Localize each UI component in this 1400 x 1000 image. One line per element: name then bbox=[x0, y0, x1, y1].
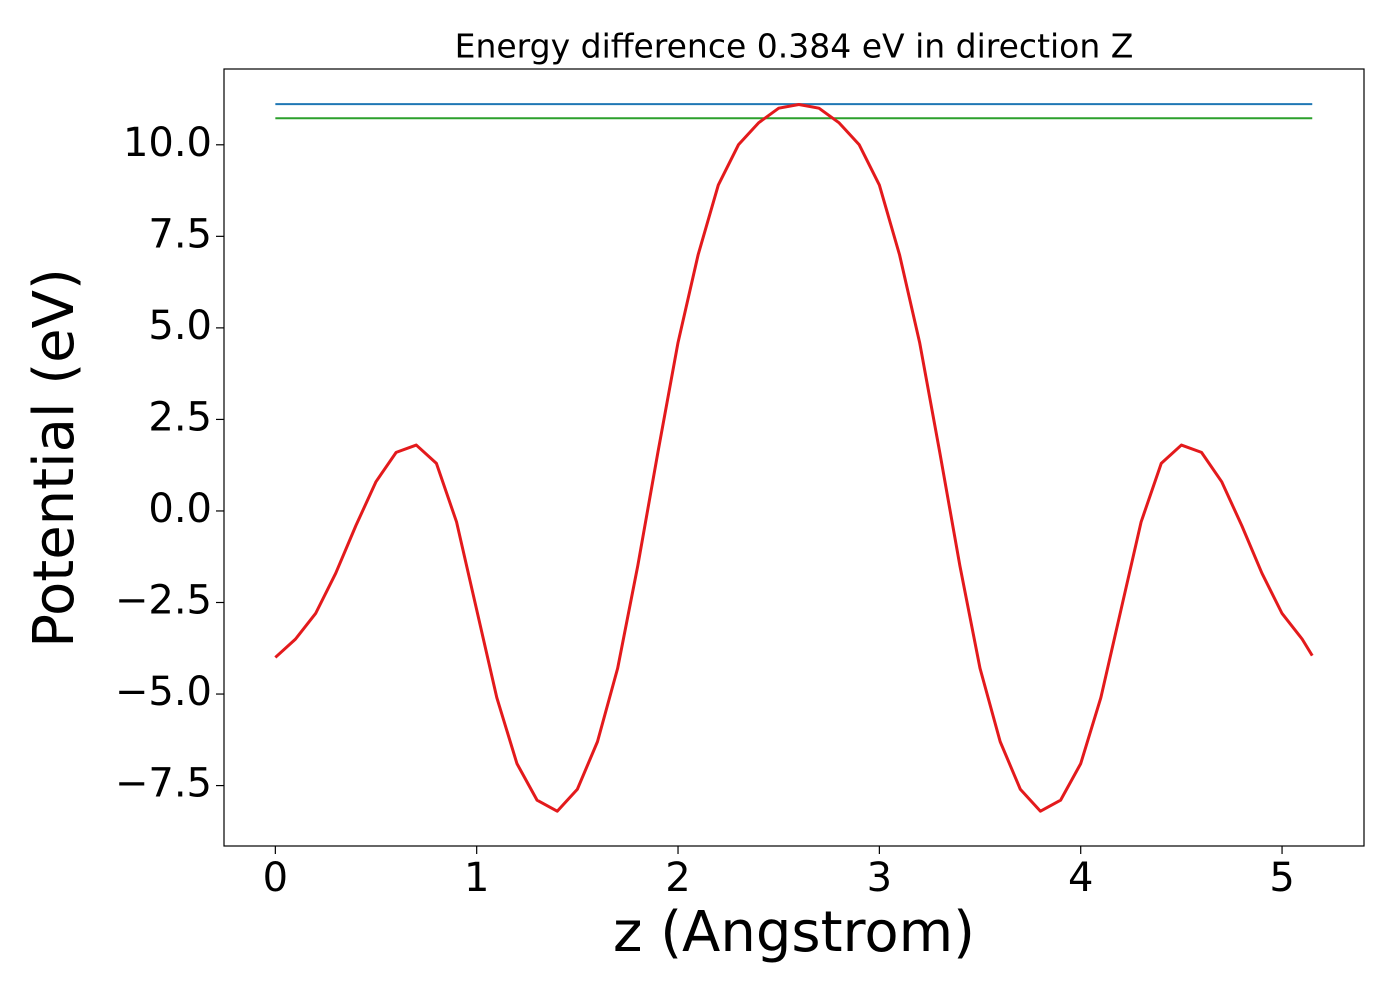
y-tick-label: −7.5 bbox=[115, 761, 212, 807]
y-tick-label: 7.5 bbox=[148, 211, 212, 257]
y-tick-label: 0.0 bbox=[148, 486, 212, 532]
y-tick-label: 2.5 bbox=[148, 394, 212, 440]
plot-frame bbox=[223, 68, 1365, 847]
y-tick-label: −5.0 bbox=[115, 669, 212, 715]
x-tick-label: 4 bbox=[1068, 855, 1093, 901]
x-axis-label: z (Angstrom) bbox=[613, 900, 975, 965]
line-series bbox=[274, 103, 1314, 813]
y-axis-label: Potential (eV) bbox=[22, 268, 87, 648]
chart-title: Energy difference 0.384 eV in direction … bbox=[455, 27, 1134, 66]
x-tick-label: 0 bbox=[263, 855, 288, 901]
y-tick-label: 10.0 bbox=[123, 120, 212, 166]
x-tick-label: 1 bbox=[464, 855, 489, 901]
x-tick-label: 5 bbox=[1269, 855, 1294, 901]
y-tick-label: −2.5 bbox=[115, 578, 212, 624]
x-tick-label: 2 bbox=[665, 855, 690, 901]
x-tick-label: 3 bbox=[867, 855, 892, 901]
y-tick-label: 5.0 bbox=[148, 303, 212, 349]
